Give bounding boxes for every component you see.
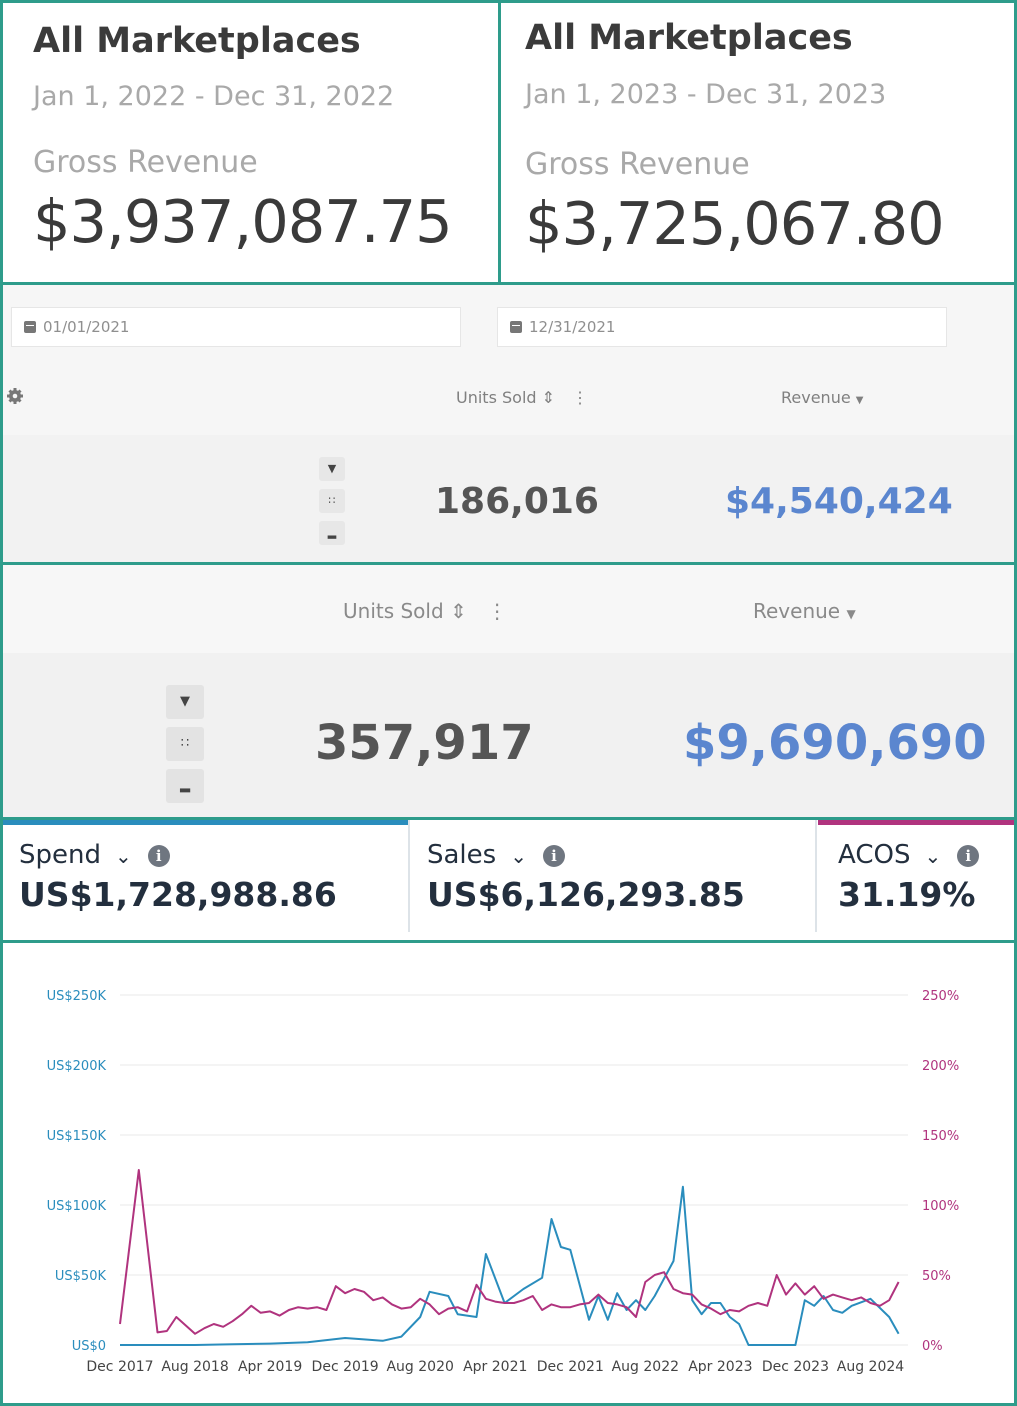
- gear-icon[interactable]: [6, 387, 24, 405]
- spend-acos-chart-panel: US$0 0% US$50K 50% US$100K 100% US$150K 150% US$…: [0, 940, 1017, 1406]
- revenue-header[interactable]: Revenue ▼: [781, 388, 864, 407]
- info-icon[interactable]: i: [147, 845, 170, 867]
- x-tick-label: Aug 2020: [386, 1359, 453, 1375]
- y-left-tick-label: US$250K: [47, 989, 107, 1004]
- acos-metric[interactable]: ACOS ⌄ i 31.19%: [818, 820, 1014, 932]
- card-label: Gross Revenue: [33, 145, 258, 180]
- revenue-card-2022: All Marketplaces Jan 1, 2022 - Dec 31, 2…: [0, 0, 501, 285]
- divider: [408, 820, 410, 932]
- sales-label: Sales: [427, 840, 497, 870]
- double-chevron-icon[interactable]: ▼: [166, 685, 204, 719]
- end-date-value: 12/31/2021: [529, 318, 616, 336]
- column-menu-icon[interactable]: ⋮: [572, 388, 589, 407]
- gross-revenue-value: $3,937,087.75: [33, 187, 453, 256]
- chevron-down-icon[interactable]: ⌄: [510, 844, 527, 868]
- x-tick-label: Apr 2021: [463, 1359, 527, 1375]
- spend-label: Spend: [19, 840, 101, 870]
- x-tick-label: Aug 2024: [837, 1359, 905, 1375]
- calendar-icon: [24, 321, 36, 333]
- units-revenue-table-total: Units Sold ⇕ ⋮ Revenue ▼ ▼ ∷ ▂ 357,917 $…: [0, 562, 1017, 820]
- y-right-tick-label: 150%: [922, 1129, 959, 1144]
- x-tick-label: Apr 2023: [688, 1359, 752, 1375]
- x-tick-label: Apr 2019: [238, 1359, 302, 1375]
- acos-color-bar: [818, 820, 1014, 825]
- sales-value: US$6,126,293.85: [427, 875, 745, 914]
- revenue-value: $4,540,424: [725, 481, 953, 522]
- spend-series-line: [120, 1185, 900, 1346]
- calendar-icon: [510, 321, 522, 333]
- chevron-down-icon[interactable]: ⌄: [115, 844, 132, 868]
- table-row: [3, 435, 1014, 562]
- card-title: All Marketplaces: [525, 18, 853, 58]
- column-menu-icon[interactable]: ⋮: [487, 599, 508, 623]
- x-tick-label: Dec 2019: [312, 1359, 379, 1375]
- x-tick-label: Aug 2022: [612, 1359, 679, 1375]
- info-icon[interactable]: i: [957, 845, 980, 867]
- sort-down-icon: ▼: [846, 607, 856, 621]
- chart-icon[interactable]: ▂: [319, 521, 345, 545]
- end-date-input[interactable]: 12/31/2021: [497, 307, 947, 347]
- card-date-range: Jan 1, 2022 - Dec 31, 2022: [33, 81, 395, 112]
- y-left-tick-label: US$0: [72, 1339, 106, 1354]
- double-chevron-icon[interactable]: ▼: [319, 457, 345, 481]
- y-right-tick-label: 50%: [922, 1269, 951, 1284]
- units-sold-value: 186,016: [435, 481, 599, 522]
- spend-value: US$1,728,988.86: [19, 875, 337, 914]
- sort-icon: ⇕: [450, 599, 467, 623]
- chevron-down-icon[interactable]: ⌄: [924, 844, 942, 868]
- ad-metrics-row: Spend ⌄ i US$1,728,988.86 Sales ⌄ i US$6,126…: [0, 817, 1017, 943]
- grid-icon[interactable]: ∷: [319, 489, 345, 513]
- chart-icon[interactable]: ▂: [166, 769, 204, 803]
- y-left-tick-label: US$50K: [55, 1269, 107, 1284]
- revenue-header[interactable]: Revenue ▼: [753, 599, 856, 623]
- x-tick-label: Dec 2021: [537, 1359, 604, 1375]
- units-sold-value: 357,917: [315, 715, 534, 771]
- sales-metric[interactable]: Sales ⌄ i US$6,126,293.85: [411, 820, 816, 932]
- units-sold-header[interactable]: Units Sold ⇕ ⋮: [456, 388, 589, 407]
- gross-revenue-value: $3,725,067.80: [525, 189, 945, 258]
- units-revenue-table-2021: 01/01/2021 12/31/2021 Units Sold ⇕ ⋮ Rev…: [0, 282, 1017, 565]
- sort-down-icon: ▼: [855, 395, 864, 406]
- card-title: All Marketplaces: [33, 21, 361, 61]
- x-tick-label: Dec 2017: [86, 1359, 153, 1375]
- revenue-value: $9,690,690: [683, 715, 987, 771]
- start-date-input[interactable]: 01/01/2021: [11, 307, 461, 347]
- y-right-tick-label: 250%: [922, 989, 959, 1004]
- x-tick-label: Aug 2018: [161, 1359, 228, 1375]
- grid-icon[interactable]: ∷: [166, 727, 204, 761]
- acos-value: 31.19%: [838, 875, 976, 914]
- acos-series-line: [119, 1169, 900, 1335]
- y-right-tick-label: 0%: [922, 1339, 943, 1354]
- x-tick-label: Dec 2023: [762, 1359, 829, 1375]
- spend-acos-chart: US$0 0% US$50K 50% US$100K 100% US$150K 150% US$…: [47, 989, 960, 1375]
- revenue-card-2023: All Marketplaces Jan 1, 2023 - Dec 31, 2…: [498, 0, 1017, 285]
- info-icon[interactable]: i: [542, 845, 565, 867]
- acos-label: ACOS: [838, 840, 911, 870]
- header-band: [3, 565, 1014, 653]
- card-label: Gross Revenue: [525, 147, 750, 182]
- y-left-tick-label: US$100K: [47, 1199, 107, 1214]
- y-right-tick-label: 200%: [922, 1059, 959, 1074]
- units-sold-header[interactable]: Units Sold ⇕ ⋮: [343, 599, 508, 623]
- sort-icon: ⇕: [541, 388, 556, 407]
- y-right-tick-label: 100%: [922, 1199, 959, 1214]
- y-left-tick-label: US$150K: [47, 1129, 107, 1144]
- spend-metric[interactable]: Spend ⌄ i US$1,728,988.86: [3, 820, 408, 932]
- y-left-tick-label: US$200K: [47, 1059, 107, 1074]
- divider: [815, 820, 817, 932]
- card-date-range: Jan 1, 2023 - Dec 31, 2023: [525, 79, 887, 110]
- spend-color-bar: [3, 820, 408, 825]
- start-date-value: 01/01/2021: [43, 318, 130, 336]
